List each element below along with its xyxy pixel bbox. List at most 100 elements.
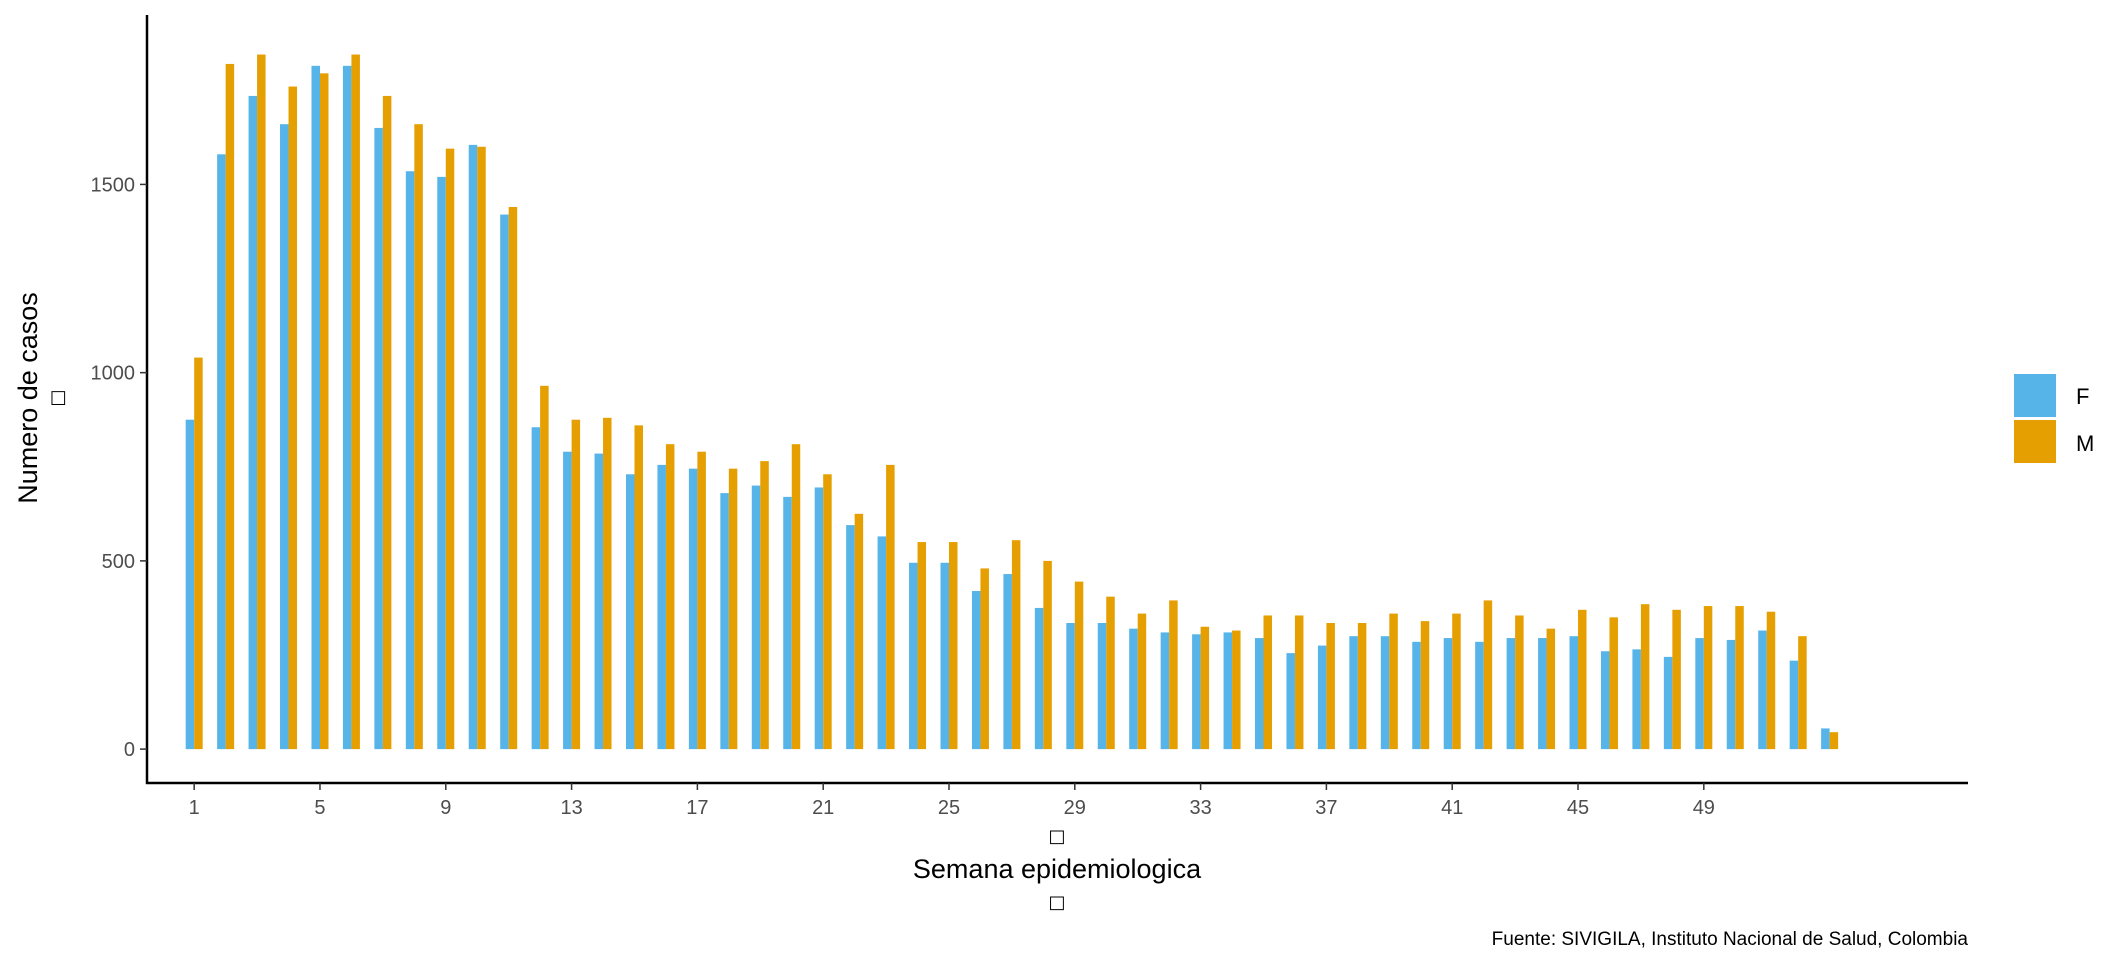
bar-f-week-48 xyxy=(1663,656,1673,750)
y-axis-title: Numero de casos xyxy=(13,292,43,504)
bar-f-week-27 xyxy=(1003,574,1012,750)
bar-f-week-50 xyxy=(1726,639,1736,750)
bar-f-week-29 xyxy=(1066,623,1075,750)
x-tick-label: 33 xyxy=(1189,797,1211,819)
bar-f-week-47 xyxy=(1632,649,1641,750)
x-tick-label: 1 xyxy=(189,797,200,819)
bar-f-week-51 xyxy=(1758,630,1767,750)
y-tick-label: 0 xyxy=(124,739,135,761)
bar-f-week-14 xyxy=(594,453,604,750)
bar-f-week-8 xyxy=(405,171,415,750)
bar-m-week-45 xyxy=(1578,609,1587,750)
bar-m-week-22 xyxy=(854,513,864,750)
bar-f-week-44 xyxy=(1538,638,1547,750)
bar-f-week-36 xyxy=(1286,653,1295,750)
bar-m-week-41 xyxy=(1452,613,1461,750)
bar-f-week-26 xyxy=(971,591,981,750)
bar-m-week-15 xyxy=(634,425,643,750)
legend: F M xyxy=(2014,374,2094,463)
x-tick-label: 25 xyxy=(938,797,960,819)
x-ticks: 1 5 9 13 17 21 25 29 33 37 41 45 49 xyxy=(189,783,1715,819)
y-tick-label: 1000 xyxy=(91,363,136,385)
bar-m-week-33 xyxy=(1200,626,1210,750)
bar-m-week-53 xyxy=(1829,732,1839,750)
bar-m-week-26 xyxy=(980,568,989,750)
bar-f-week-5 xyxy=(311,65,320,750)
bar-m-week-43 xyxy=(1515,615,1524,750)
bar-m-week-37 xyxy=(1326,623,1335,750)
bar-f-week-35 xyxy=(1255,638,1264,750)
bar-f-week-32 xyxy=(1160,632,1170,750)
bar-f-week-17 xyxy=(688,468,698,750)
y-tick-label: 500 xyxy=(102,551,135,573)
bar-m-week-1 xyxy=(194,357,203,750)
bar-f-week-9 xyxy=(437,176,446,750)
x-tick-label: 45 xyxy=(1567,797,1589,819)
bar-f-week-18 xyxy=(720,493,729,750)
bar-m-week-35 xyxy=(1263,615,1272,750)
bar-m-week-47 xyxy=(1640,604,1650,750)
bar-f-week-24 xyxy=(909,562,918,750)
bar-f-week-10 xyxy=(468,144,478,750)
x-tick-label: 13 xyxy=(560,797,582,819)
bar-m-week-17 xyxy=(697,451,706,750)
bar-m-week-32 xyxy=(1169,600,1178,750)
bar-m-week-52 xyxy=(1798,636,1807,750)
legend-label-m: M xyxy=(2076,431,2094,456)
bar-f-week-28 xyxy=(1034,607,1044,750)
bar-f-week-43 xyxy=(1506,638,1516,750)
x-axis-title-glyph-bottom: □ xyxy=(1048,892,1065,913)
bar-f-week-45 xyxy=(1569,636,1579,750)
bar-f-week-19 xyxy=(751,485,761,750)
bar-m-week-25 xyxy=(948,542,958,750)
source-caption: Fuente: SIVIGILA, Instituto Nacional de … xyxy=(1492,929,1969,950)
x-tick-label: 17 xyxy=(686,797,708,819)
bar-f-week-40 xyxy=(1412,641,1421,750)
bar-m-week-49 xyxy=(1703,606,1713,750)
bar-m-week-38 xyxy=(1357,623,1367,750)
bar-m-week-34 xyxy=(1232,630,1241,750)
bar-f-week-6 xyxy=(342,65,352,750)
x-tick-label: 41 xyxy=(1441,797,1463,819)
bar-m-week-31 xyxy=(1137,613,1147,750)
bar-m-week-3 xyxy=(257,54,266,750)
bar-m-week-28 xyxy=(1043,560,1052,750)
bar-m-week-50 xyxy=(1735,606,1744,750)
y-axis-title-glyph: □ xyxy=(47,389,68,406)
bar-f-week-3 xyxy=(248,95,258,750)
x-tick-label: 29 xyxy=(1064,797,1086,819)
bar-f-week-12 xyxy=(531,427,541,750)
bar-m-week-24 xyxy=(917,542,927,750)
bar-f-week-34 xyxy=(1223,632,1233,750)
bar-m-week-12 xyxy=(540,385,549,750)
bar-f-week-37 xyxy=(1317,645,1327,750)
bar-m-week-4 xyxy=(288,86,298,750)
bar-m-week-21 xyxy=(823,474,832,750)
y-ticks: 0 500 1000 1500 xyxy=(91,174,147,761)
bar-f-week-4 xyxy=(280,124,289,750)
bar-m-week-29 xyxy=(1074,581,1084,750)
bar-f-week-33 xyxy=(1192,634,1201,750)
bar-m-week-19 xyxy=(760,461,769,750)
legend-key-m xyxy=(2014,420,2056,463)
bar-f-week-15 xyxy=(625,474,635,750)
bar-m-week-18 xyxy=(728,468,738,750)
bar-f-week-42 xyxy=(1475,641,1484,750)
bar-m-week-2 xyxy=(225,63,235,750)
x-tick-label: 21 xyxy=(812,797,834,819)
bar-m-week-13 xyxy=(571,419,581,750)
x-axis-title-glyph-top: □ xyxy=(1048,826,1065,847)
x-axis-title: Semana epidemiologica xyxy=(913,854,1202,884)
bar-m-week-44 xyxy=(1546,628,1556,750)
bar-f-week-38 xyxy=(1349,636,1358,750)
x-tick-label: 37 xyxy=(1315,797,1337,819)
bar-m-week-6 xyxy=(351,54,360,750)
bar-m-week-51 xyxy=(1766,611,1776,750)
bar-f-week-46 xyxy=(1600,651,1610,750)
bar-f-week-31 xyxy=(1129,628,1138,750)
x-tick-label: 9 xyxy=(440,797,451,819)
bar-f-week-21 xyxy=(814,487,824,750)
bar-f-week-13 xyxy=(563,451,572,750)
bar-m-week-39 xyxy=(1389,613,1398,750)
bar-m-week-46 xyxy=(1609,617,1618,750)
